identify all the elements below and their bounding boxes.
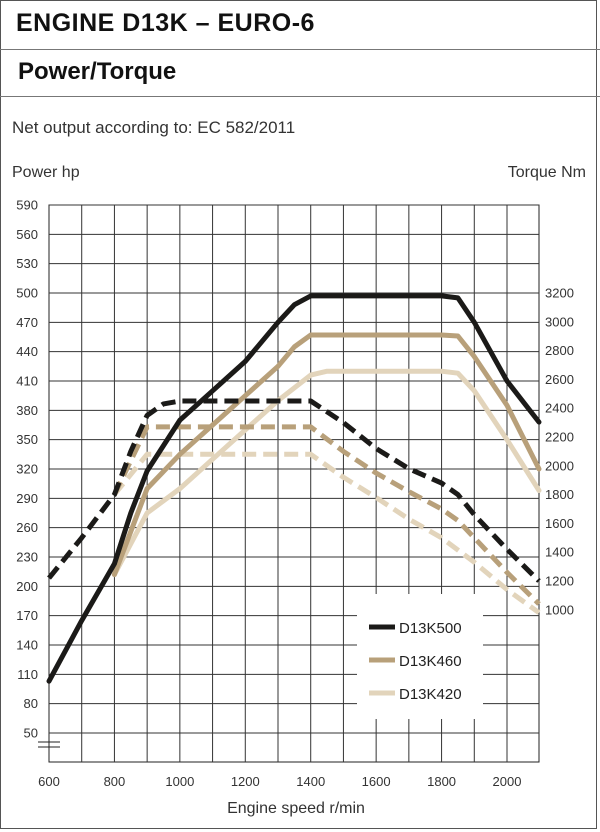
y-left-tick-label: 290: [16, 491, 38, 506]
y-left-tick-label: 410: [16, 374, 38, 389]
y-left-tick-label: 200: [16, 579, 38, 594]
y-right-tick-label: 1400: [545, 545, 574, 560]
x-tick-label: 1000: [165, 774, 194, 789]
x-tick-label: 800: [104, 774, 126, 789]
y-left-tick-label: 350: [16, 432, 38, 447]
y-right-tick-label: 2000: [545, 458, 574, 473]
power-line-d13k460: [111, 332, 542, 578]
y-left-tick-label: 500: [16, 286, 38, 301]
title-band: ENGINE D13K – EURO-6: [0, 0, 600, 50]
x-tick-label: 600: [38, 774, 60, 789]
y-left-tick-label: 530: [16, 256, 38, 271]
y-right-tick-label: 3200: [545, 286, 574, 301]
legend-label: D13K500: [399, 620, 462, 637]
y-left-tick-label: 50: [24, 726, 38, 741]
y-right-tick-label: 1000: [545, 602, 574, 617]
y-left-tick-label: 560: [16, 227, 38, 242]
y-left-tick-label: 230: [16, 550, 38, 565]
x-axis-title: Engine speed r/min: [227, 800, 365, 817]
x-tick-label: 2000: [493, 774, 522, 789]
y-left-tick-label: 380: [16, 403, 38, 418]
y-left-tick-label: 590: [16, 198, 38, 213]
y-left-tick-label: 140: [16, 638, 38, 653]
y-right-tick-label: 3000: [545, 314, 574, 329]
legend-label: D13K460: [399, 653, 462, 670]
torque-line-d13k460: [112, 424, 541, 606]
y-left-tick-label: 110: [17, 667, 38, 682]
power-line-d13k500: [46, 293, 542, 684]
y-right-tick-label: 1800: [545, 487, 574, 502]
page-title: ENGINE D13K – EURO-6: [16, 9, 315, 37]
y-left-tick-label: 440: [16, 344, 38, 359]
y-left-tick-label: 320: [16, 462, 38, 477]
y-left-tick-label: 260: [16, 520, 38, 535]
y-right-tick-label: 1600: [545, 516, 574, 531]
y-left-tick-label: 470: [16, 315, 38, 330]
y-left-axis-title: Power hp: [12, 164, 80, 181]
legend-label: D13K420: [399, 686, 462, 703]
y-right-tick-label: 1200: [545, 574, 574, 589]
x-tick-label: 1600: [362, 774, 391, 789]
torque-line-d13k500: [47, 398, 541, 583]
legend-box: [357, 594, 483, 719]
x-tick-label: 1800: [427, 774, 456, 789]
subtitle-band: Power/Torque: [0, 50, 600, 97]
power-line-d13k420: [111, 368, 542, 578]
y-right-tick-label: 2400: [545, 401, 574, 416]
y-right-tick-label: 2200: [545, 430, 574, 445]
y-right-tick-label: 2800: [545, 343, 574, 358]
output-note: Net output according to: EC 582/2011: [12, 118, 296, 137]
y-left-tick-label: 80: [24, 696, 38, 711]
y-right-axis-title: Torque Nm: [508, 164, 586, 181]
y-right-tick-label: 2600: [545, 372, 574, 387]
x-tick-label: 1400: [296, 774, 325, 789]
page-subtitle: Power/Torque: [18, 58, 177, 85]
torque-line-d13k420: [112, 451, 541, 615]
x-tick-label: 1200: [231, 774, 260, 789]
y-left-tick-label: 170: [16, 608, 38, 623]
